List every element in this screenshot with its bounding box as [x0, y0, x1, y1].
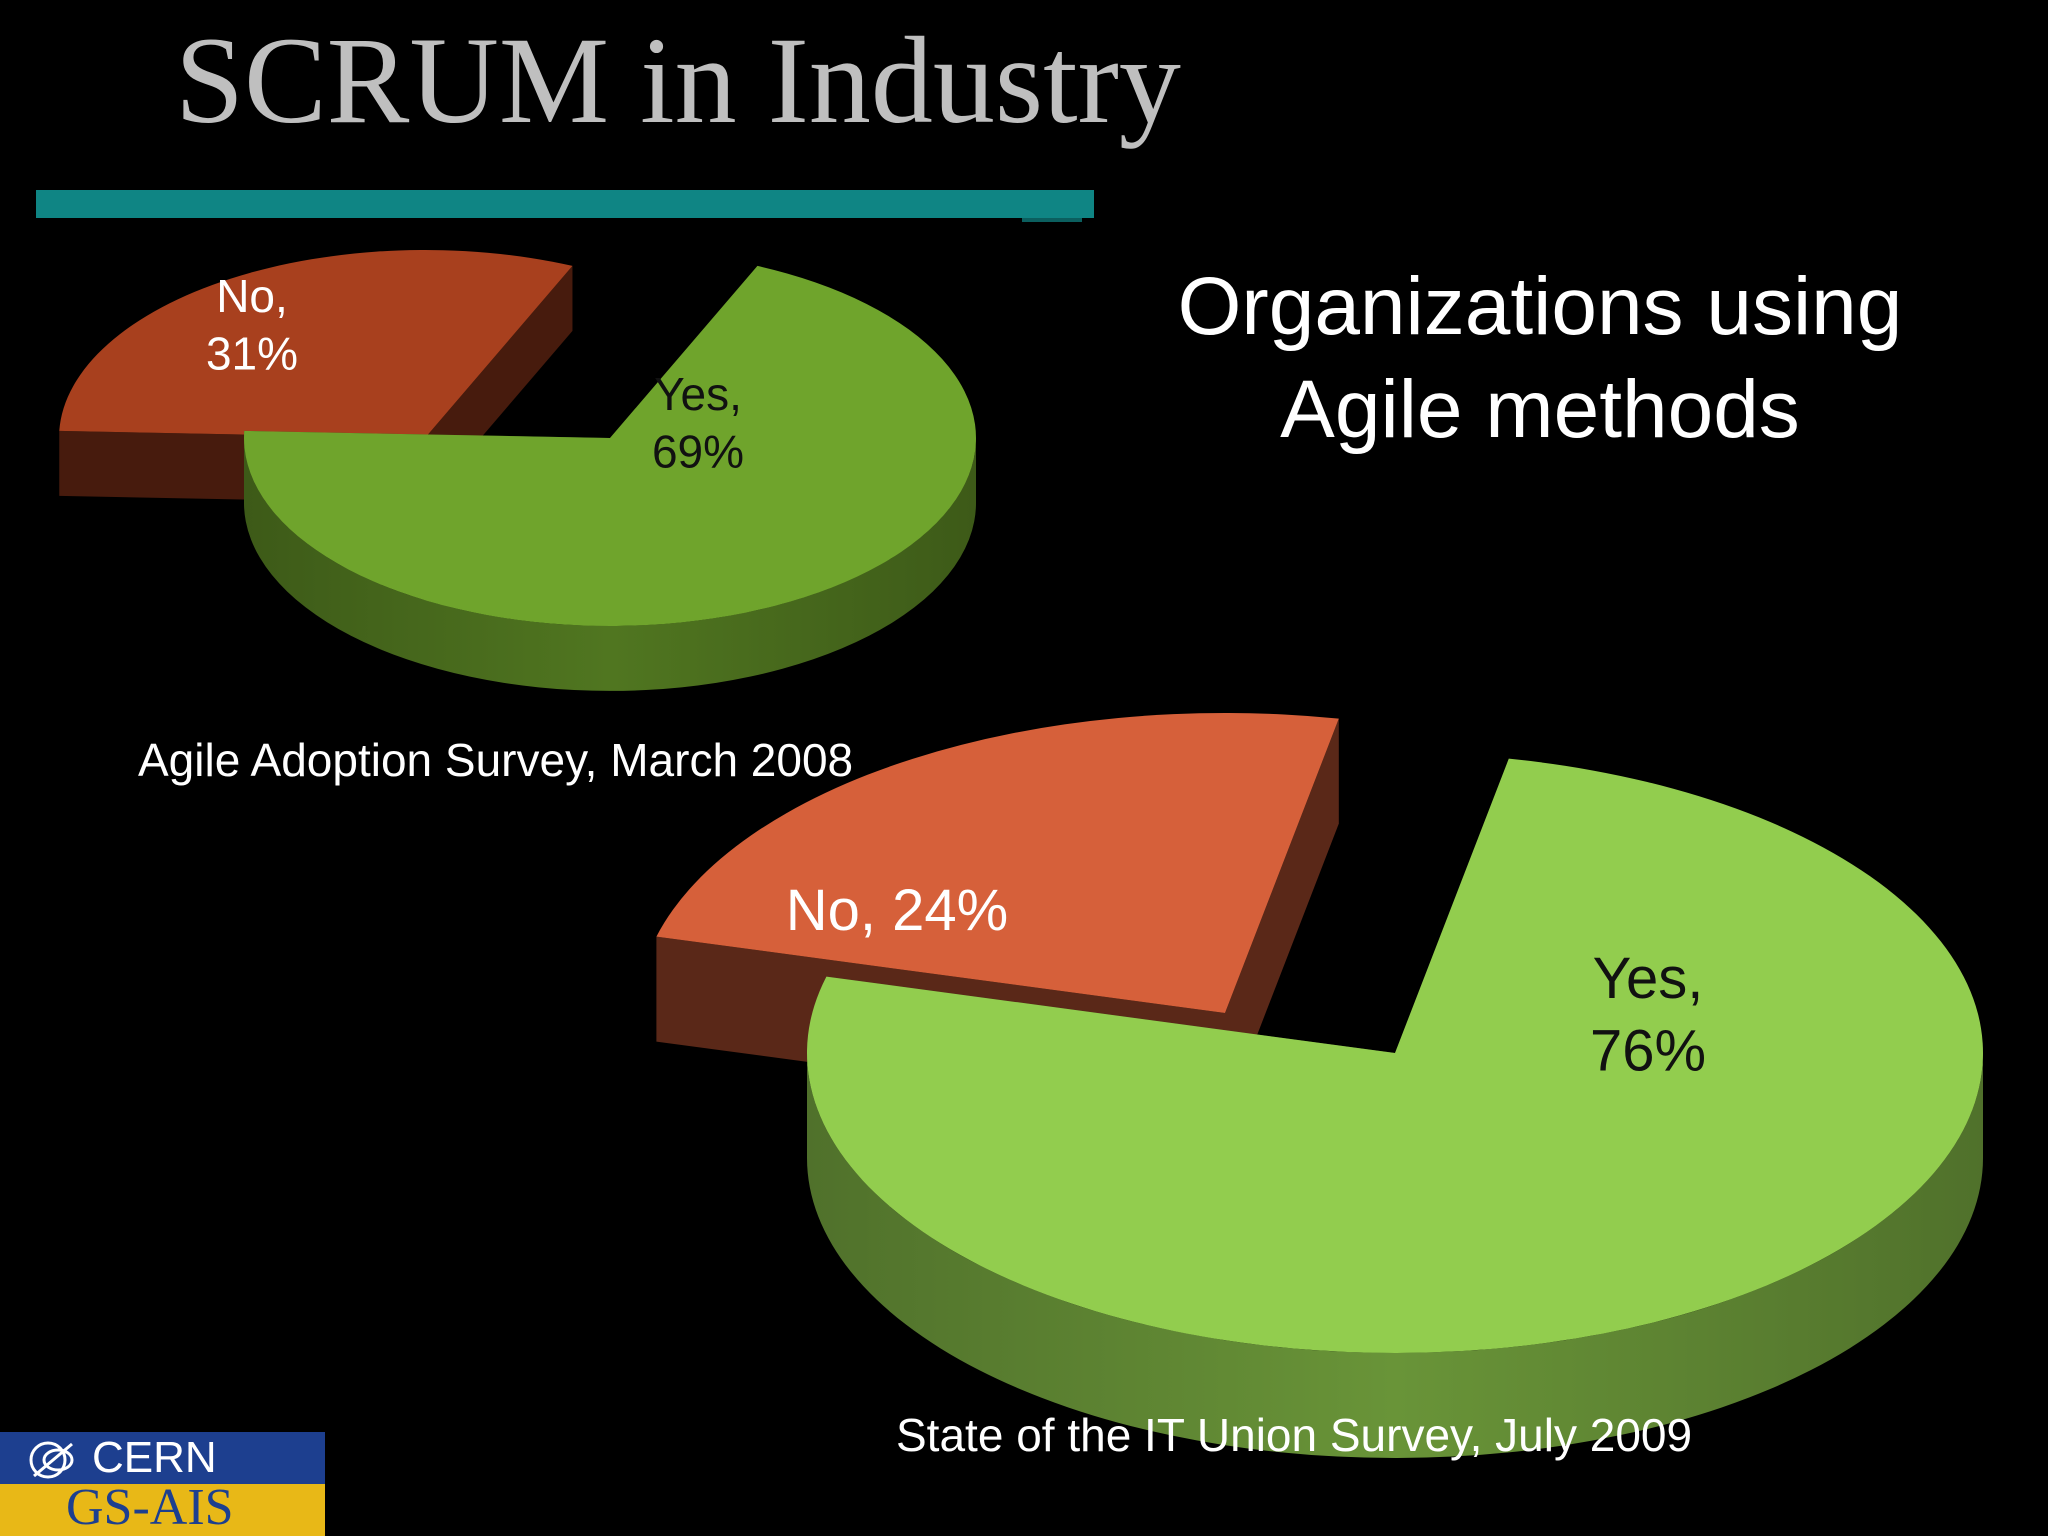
pie-chart-2: Yes, 76% No, 24%	[656, 713, 1983, 1458]
cern-logo: CERN GS-AIS	[0, 1432, 325, 1536]
chart-2-caption: State of the IT Union Survey, July 2009	[896, 1409, 1693, 1461]
pie-chart-1: Yes, 69% No, 31%	[59, 249, 977, 691]
title-underline-shadow	[1022, 218, 1082, 222]
pie-1-slice-yes	[244, 265, 977, 691]
logo-cern-text: CERN	[92, 1433, 217, 1482]
cern-emblem-icon	[29, 1441, 74, 1479]
pie-1-label-yes: Yes, 69%	[652, 368, 744, 478]
title-underline-bar	[36, 190, 1094, 218]
heading-line-1: Organizations using	[1177, 261, 1903, 352]
logo-bottom-band	[0, 1484, 325, 1536]
logo-gs-ais-text: GS-AIS	[66, 1479, 234, 1536]
chart-1-caption: Agile Adoption Survey, March 2008	[138, 734, 854, 786]
pie-2-label-yes: Yes, 76%	[1590, 946, 1706, 1084]
pie-2-slice-yes	[806, 758, 1983, 1458]
pie-1-label-no: No, 31%	[206, 270, 298, 380]
heading-line-2: Agile methods	[1280, 364, 1800, 456]
pie-2-label-no: No, 24%	[786, 878, 1008, 943]
slide-heading: Organizations using Agile methods	[1100, 255, 1980, 462]
slide-title: SCRUM in Industry	[175, 12, 1181, 149]
